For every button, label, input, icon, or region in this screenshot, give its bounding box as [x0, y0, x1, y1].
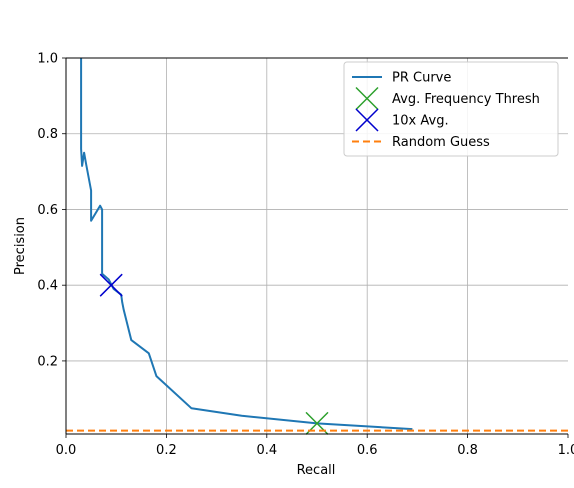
y-axis-title: Precision: [13, 217, 28, 275]
legend-label-1: Avg. Frequency Thresh: [392, 92, 540, 107]
legend-label-3: Random Guess: [392, 135, 490, 150]
y-tick-label-0: 0.2: [37, 354, 58, 369]
legend-swatch-x-icon: [355, 86, 379, 111]
legend-entry-2: 10x Avg.: [355, 108, 449, 132]
legend-label-2: 10x Avg.: [392, 114, 449, 129]
legend-entry-3: Random Guess: [352, 135, 490, 150]
x-tick-label-0: 0.0: [56, 443, 77, 458]
y-tick-label-3: 0.8: [37, 127, 58, 142]
x-tick-label-1: 0.2: [156, 443, 177, 458]
y-tick-label-4: 1.0: [37, 52, 58, 67]
x-tick-label-5: 1.0: [558, 443, 574, 458]
legend-box: [343, 61, 559, 157]
legend-label-0: PR Curve: [392, 71, 451, 86]
axes: [62, 57, 569, 438]
x-tick-label-3: 0.6: [357, 443, 378, 458]
y-tick-label-1: 0.4: [37, 279, 58, 294]
marker-ten-x-avg: [99, 273, 123, 297]
marker-stroke: [99, 273, 123, 297]
y-tick-label-2: 0.6: [37, 203, 58, 218]
legend-entry-0: PR Curve: [352, 71, 451, 86]
x-tick-label-2: 0.4: [256, 443, 277, 458]
legend: PR Curve Avg. Frequency Thresh 10x Avg. Ran…: [343, 61, 559, 157]
legend-swatch-x-icon: [355, 108, 379, 132]
legend-entry-1: Avg. Frequency Thresh: [355, 86, 540, 111]
tick-labels: 0.0 0.2 0.4 0.6 0.8 1.0 0.2 0.4 0.6 0.8 1.0: [37, 52, 574, 459]
plot-area: [66, 58, 568, 435]
x-tick-label-4: 0.8: [457, 443, 478, 458]
x-axis-title: Recall: [297, 463, 336, 478]
